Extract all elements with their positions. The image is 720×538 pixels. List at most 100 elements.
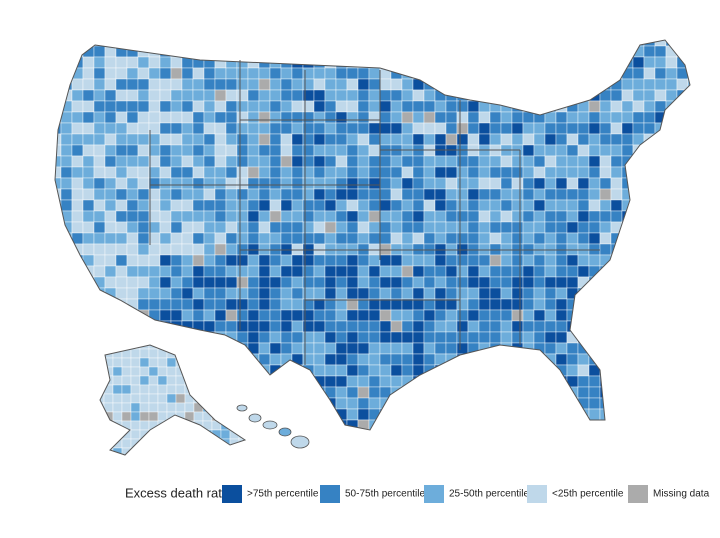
county [533,122,546,135]
borough [139,447,150,455]
county [555,309,568,322]
county [335,353,348,366]
county [401,386,414,399]
county [643,177,656,190]
county [599,331,612,344]
county [599,320,612,333]
county [82,342,95,355]
county [522,331,535,344]
county [654,166,667,179]
county [225,408,238,421]
county [214,298,227,311]
county [379,265,392,278]
county [291,122,304,135]
county [126,89,139,102]
county [555,353,568,366]
county [357,265,370,278]
borough [139,348,150,359]
county [236,67,249,80]
county [676,298,689,311]
county [137,298,150,311]
county [401,100,414,113]
county [280,320,293,333]
county [412,287,425,300]
county [181,210,194,223]
county [115,111,128,124]
county [203,133,216,146]
county [159,67,172,80]
legend: Excess death rate >75th percentile 50-75t… [125,485,710,503]
county [500,320,513,333]
county [247,397,260,410]
county [55,67,62,80]
county [225,254,238,267]
county [500,287,513,300]
county [699,167,710,178]
county [313,210,326,223]
county [55,243,62,256]
county [456,287,469,300]
county [699,222,710,233]
county [225,133,238,146]
county [621,111,634,124]
county [544,254,557,267]
legend-label: 50-75th percentile [345,489,425,500]
county [643,364,656,377]
county [699,409,710,420]
county [555,320,568,333]
county [467,331,480,344]
county [489,375,502,388]
county [104,40,117,47]
borough [148,402,159,413]
county [434,331,447,344]
county [346,188,359,201]
county [291,210,304,223]
county [632,100,645,113]
county [192,265,205,278]
county [489,177,502,190]
county [699,46,710,57]
county [621,144,634,157]
county [555,232,568,245]
county [599,210,612,223]
county [401,40,414,47]
county [291,188,304,201]
county [148,254,161,267]
county [203,287,216,300]
county [247,342,260,355]
county [236,287,249,300]
county [115,265,128,278]
borough [175,420,186,431]
county [500,78,513,91]
county [401,364,414,377]
county [55,397,62,410]
county [500,89,513,102]
county [335,78,348,91]
county [192,342,205,355]
county [236,100,249,113]
borough [220,345,231,350]
county [214,144,227,157]
county [357,133,370,146]
county [599,353,612,366]
borough [238,393,245,404]
county [170,265,183,278]
county [577,331,590,344]
county [632,298,645,311]
county [236,276,249,289]
county [676,166,689,179]
county [379,309,392,322]
county [490,431,501,442]
county [104,111,117,124]
county [434,155,447,168]
county [368,331,381,344]
county [335,188,348,201]
county [445,342,458,355]
county [665,177,678,190]
county [687,100,690,113]
county [379,111,392,124]
county [588,320,601,333]
county [346,122,359,135]
county [423,331,436,344]
county [533,309,546,322]
